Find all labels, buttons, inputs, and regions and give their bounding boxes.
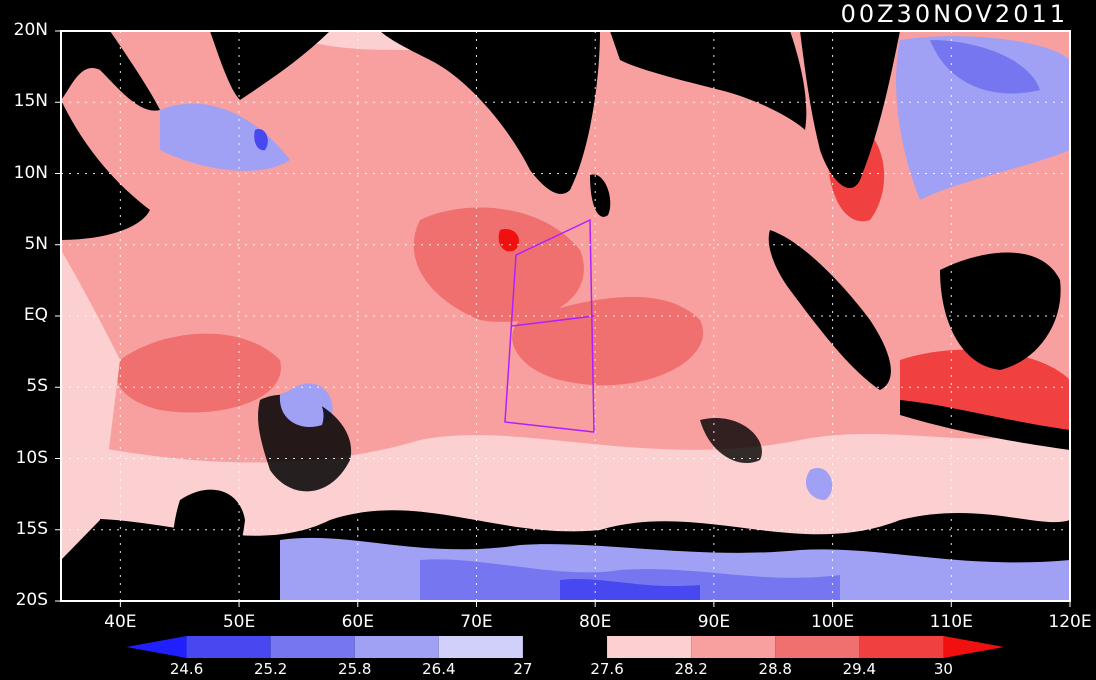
y-tick-label: 15S [15,518,48,539]
x-tick-label: 90E [697,612,731,632]
colorbar-level-label: 27.6 [590,660,624,678]
plot-title: 00Z30NOV2011 [840,0,1068,28]
y-tick-label: 5N [24,233,48,254]
colorbar-arrow-low [126,636,187,658]
colorbar-swatch [859,636,944,658]
colorbar [126,636,1004,658]
grid-lines [61,31,1070,601]
colorbar-swatch [775,636,860,658]
x-tick-label: 60E [341,612,374,632]
colorbar-level-label: 29.4 [842,660,877,678]
colorbar-arrow-high [943,636,1004,658]
colorbar-swatch [354,636,439,658]
colorbar-level-label: 25.8 [338,660,372,678]
colorbar-swatch [438,636,523,658]
y-tick-label: 20N [13,20,48,40]
colorbar-level-label: 30 [933,660,953,678]
colorbar-swatch [186,636,271,658]
y-tick-label: 15N [13,91,48,112]
colorbar-level-label: 28.2 [674,660,708,678]
x-tick-label: 70E [460,612,493,632]
colorbar-level-label: 28.8 [758,660,792,678]
y-tick-label: 20S [15,590,48,610]
x-tick-label: 40E [104,612,137,632]
y-tick-label: EQ [23,305,48,325]
colorbar-level-label: 26.4 [422,660,456,678]
colorbar-level-label: 25.2 [253,660,288,678]
colorbar-swatch [607,636,692,658]
colorbar-swatch [691,636,776,658]
x-tick-label: 80E [578,612,612,632]
y-tick-label: 10N [13,162,48,183]
x-tick-label: 110E [929,612,973,632]
colorbar-level-label: 24.6 [169,660,204,678]
colorbar-level-label: 27 [513,660,533,678]
x-tick-label: 100E [810,612,855,632]
x-tick-label: 120E [1048,612,1092,632]
colorbar-swatch [522,636,608,658]
y-tick-label: 5S [26,376,48,397]
colorbar-swatch [270,636,355,658]
x-tick-label: 50E [222,612,256,632]
y-tick-label: 10S [15,447,48,468]
